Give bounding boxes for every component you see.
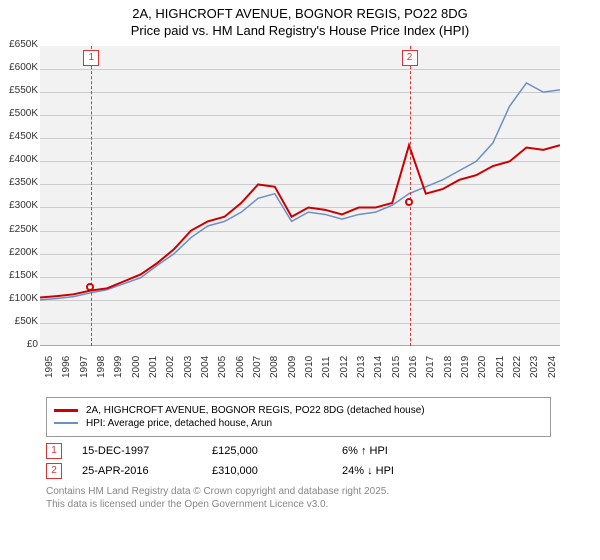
x-tick-label: 2012 <box>339 356 350 378</box>
y-tick-label: £350K <box>0 177 38 188</box>
x-tick-label: 2006 <box>235 356 246 378</box>
x-tick-label: 2000 <box>131 356 142 378</box>
sale-delta: 24% ↓ HPI <box>342 465 472 477</box>
footer-text: Contains HM Land Registry data © Crown c… <box>46 485 600 498</box>
x-tick-label: 2005 <box>217 356 228 378</box>
legend-item-hpi: HPI: Average price, detached house, Arun <box>54 418 543 429</box>
y-tick-label: £550K <box>0 85 38 96</box>
x-axis-labels: 1995 1996 1997 1998 1999 2000 2001 2002 2003 2004… <box>40 348 560 388</box>
series-hpi <box>40 83 560 300</box>
page-title: 2A, HIGHCROFT AVENUE, BOGNOR REGIS, PO22… <box>0 0 600 23</box>
x-tick-label: 2023 <box>529 356 540 378</box>
legend-label: HPI: Average price, detached house, Arun <box>86 418 272 429</box>
y-tick-label: £150K <box>0 270 38 281</box>
transaction-dot <box>405 198 413 206</box>
x-tick-label: 2001 <box>148 356 159 378</box>
y-tick-label: £500K <box>0 108 38 119</box>
chart-lines <box>40 46 560 346</box>
y-tick-label: £250K <box>0 224 38 235</box>
footer: Contains HM Land Registry data © Crown c… <box>46 485 600 511</box>
x-tick-label: 2017 <box>425 356 436 378</box>
x-tick-label: 2021 <box>495 356 506 378</box>
transaction-marker: 2 <box>402 50 418 66</box>
x-tick-label: 2004 <box>200 356 211 378</box>
chart-area: 12 £0£50K£100K£150K£200K£250K£300K£350K£… <box>40 46 600 391</box>
swatch-hpi <box>54 422 78 424</box>
x-tick-label: 2024 <box>547 356 558 378</box>
x-tick-label: 2003 <box>183 356 194 378</box>
y-tick-label: £0 <box>0 339 38 350</box>
x-tick-label: 2014 <box>373 356 384 378</box>
x-tick-label: 1995 <box>44 356 55 378</box>
sale-date: 15-DEC-1997 <box>82 445 212 457</box>
x-tick-label: 2013 <box>356 356 367 378</box>
x-tick-label: 2009 <box>287 356 298 378</box>
legend-item-property: 2A, HIGHCROFT AVENUE, BOGNOR REGIS, PO22… <box>54 405 543 416</box>
y-tick-label: £200K <box>0 247 38 258</box>
y-tick-label: £600K <box>0 62 38 73</box>
y-tick-label: £100K <box>0 293 38 304</box>
page-subtitle: Price paid vs. HM Land Registry's House … <box>0 23 600 38</box>
y-tick-label: £450K <box>0 131 38 142</box>
sale-row: 1 15-DEC-1997 £125,000 6% ↑ HPI <box>46 443 600 459</box>
y-tick-label: £50K <box>0 316 38 327</box>
y-axis-labels: £0 £50K £100K £150K £200K £250K £300K £350K £400… <box>0 39 38 353</box>
x-tick-label: 2016 <box>408 356 419 378</box>
y-tick-label: £650K <box>0 39 38 50</box>
x-tick-label: 2018 <box>443 356 454 378</box>
x-tick-label: 2008 <box>269 356 280 378</box>
legend-label: 2A, HIGHCROFT AVENUE, BOGNOR REGIS, PO22… <box>86 405 425 416</box>
y-tick-label: £400K <box>0 154 38 165</box>
sale-price: £125,000 <box>212 445 342 457</box>
sale-marker-icon: 2 <box>46 463 62 479</box>
chart-container: 2A, HIGHCROFT AVENUE, BOGNOR REGIS, PO22… <box>0 0 600 560</box>
footer-text: This data is licensed under the Open Gov… <box>46 498 600 511</box>
x-tick-label: 2002 <box>165 356 176 378</box>
x-tick-label: 2011 <box>321 356 332 378</box>
sale-delta: 6% ↑ HPI <box>342 445 472 457</box>
swatch-property <box>54 409 78 412</box>
transaction-line <box>91 46 92 346</box>
series-property <box>40 145 560 297</box>
x-tick-label: 2019 <box>460 356 471 378</box>
x-tick-label: 2020 <box>477 356 488 378</box>
x-tick-label: 1997 <box>79 356 90 378</box>
y-tick-label: £300K <box>0 200 38 211</box>
transaction-line <box>410 46 411 346</box>
sale-price: £310,000 <box>212 465 342 477</box>
sale-row: 2 25-APR-2016 £310,000 24% ↓ HPI <box>46 463 600 479</box>
x-tick-label: 1999 <box>113 356 124 378</box>
transaction-marker: 1 <box>83 50 99 66</box>
x-tick-label: 2007 <box>252 356 263 378</box>
x-tick-label: 2010 <box>304 356 315 378</box>
sale-marker-icon: 1 <box>46 443 62 459</box>
plot-area: 12 <box>40 46 560 346</box>
legend: 2A, HIGHCROFT AVENUE, BOGNOR REGIS, PO22… <box>46 397 551 437</box>
x-tick-label: 1996 <box>61 356 72 378</box>
x-tick-label: 2015 <box>391 356 402 378</box>
x-tick-label: 2022 <box>512 356 523 378</box>
sales-table: 1 15-DEC-1997 £125,000 6% ↑ HPI 2 25-APR… <box>46 443 600 479</box>
x-tick-label: 1998 <box>96 356 107 378</box>
sale-date: 25-APR-2016 <box>82 465 212 477</box>
